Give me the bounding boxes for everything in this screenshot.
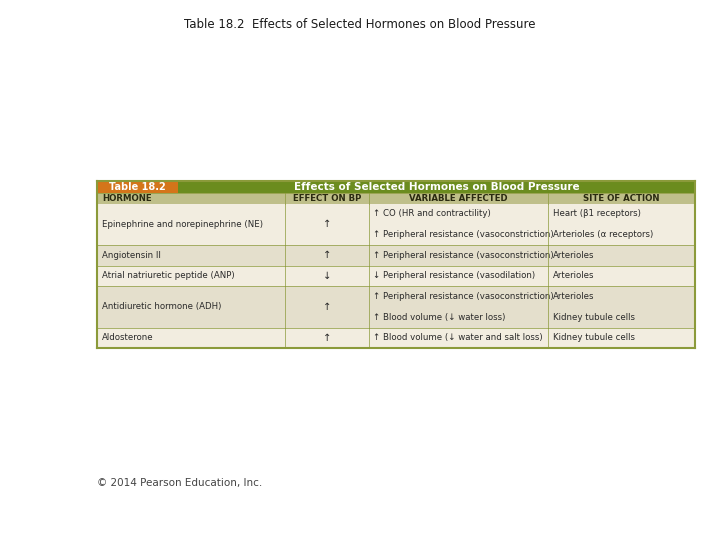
Text: Atrial natriuretic peptide (ANP): Atrial natriuretic peptide (ANP) <box>102 272 235 280</box>
Text: ↑ Blood volume (↓ water loss): ↑ Blood volume (↓ water loss) <box>374 313 506 322</box>
Bar <box>97 181 178 193</box>
Text: © 2014 Pearson Education, Inc.: © 2014 Pearson Education, Inc. <box>97 478 263 488</box>
Text: ↑: ↑ <box>323 251 331 260</box>
Text: Table 18.2  Effects of Selected Hormones on Blood Pressure: Table 18.2 Effects of Selected Hormones … <box>184 18 536 31</box>
Text: Heart (β1 receptors): Heart (β1 receptors) <box>553 210 641 219</box>
Bar <box>97 266 695 286</box>
Text: ↑ Peripheral resistance (vasoconstriction): ↑ Peripheral resistance (vasoconstrictio… <box>374 230 554 239</box>
Text: ↑ Blood volume (↓ water and salt loss): ↑ Blood volume (↓ water and salt loss) <box>374 334 543 342</box>
Text: ↑ Peripheral resistance (vasoconstriction): ↑ Peripheral resistance (vasoconstrictio… <box>374 292 554 301</box>
Text: Kidney tubule cells: Kidney tubule cells <box>553 334 635 342</box>
Text: ↓ Peripheral resistance (vasodilation): ↓ Peripheral resistance (vasodilation) <box>374 272 536 280</box>
Text: Angiotensin II: Angiotensin II <box>102 251 161 260</box>
Text: Antidiuretic hormone (ADH): Antidiuretic hormone (ADH) <box>102 302 222 312</box>
Text: Aldosterone: Aldosterone <box>102 334 154 342</box>
Text: VARIABLE AFFECTED: VARIABLE AFFECTED <box>410 194 508 203</box>
Text: SITE OF ACTION: SITE OF ACTION <box>583 194 660 203</box>
Text: EFFECT ON BP: EFFECT ON BP <box>293 194 361 203</box>
Text: ↓: ↓ <box>323 271 331 281</box>
Bar <box>97 328 695 348</box>
Text: Table 18.2: Table 18.2 <box>109 182 166 192</box>
Text: ↑: ↑ <box>323 302 331 312</box>
Text: Arterioles: Arterioles <box>553 272 594 280</box>
Bar <box>97 286 695 328</box>
Bar <box>97 204 695 245</box>
Bar <box>97 245 695 266</box>
Text: HORMONE: HORMONE <box>102 194 152 203</box>
Text: Kidney tubule cells: Kidney tubule cells <box>553 313 635 322</box>
Text: Arterioles: Arterioles <box>553 292 594 301</box>
Text: ↑: ↑ <box>323 219 331 230</box>
Text: ↑ CO (HR and contractility): ↑ CO (HR and contractility) <box>374 210 491 219</box>
Text: Effects of Selected Hormones on Blood Pressure: Effects of Selected Hormones on Blood Pr… <box>294 182 579 192</box>
Bar <box>97 193 695 204</box>
Bar <box>178 181 695 193</box>
Text: Arterioles: Arterioles <box>553 251 594 260</box>
Text: Epinephrine and norepinephrine (NE): Epinephrine and norepinephrine (NE) <box>102 220 264 229</box>
Text: Arterioles (α receptors): Arterioles (α receptors) <box>553 230 653 239</box>
Text: ↑ Peripheral resistance (vasoconstriction): ↑ Peripheral resistance (vasoconstrictio… <box>374 251 554 260</box>
Text: ↑: ↑ <box>323 333 331 343</box>
